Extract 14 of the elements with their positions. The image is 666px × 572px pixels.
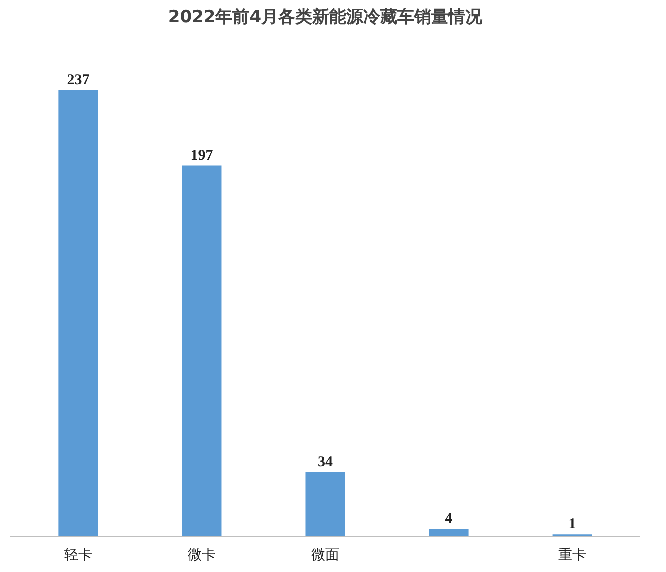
data-label: 4 — [445, 510, 454, 527]
bar — [58, 90, 98, 536]
chart-title: 2022年前4月各类新能源冷藏车销量情况 — [168, 8, 484, 28]
data-label: 237 — [67, 72, 90, 88]
data-label: 1 — [568, 516, 576, 533]
bar — [182, 166, 222, 536]
data-label: 34 — [318, 454, 334, 471]
bar — [429, 528, 469, 536]
data-label: 197 — [190, 148, 214, 164]
x-tick-label: 微面 — [312, 548, 340, 564]
x-tick-label: 轻卡 — [64, 548, 92, 564]
x-tick-label: 重卡 — [558, 548, 587, 564]
bar — [306, 472, 346, 536]
x-tick-label: 微卡 — [188, 548, 216, 564]
